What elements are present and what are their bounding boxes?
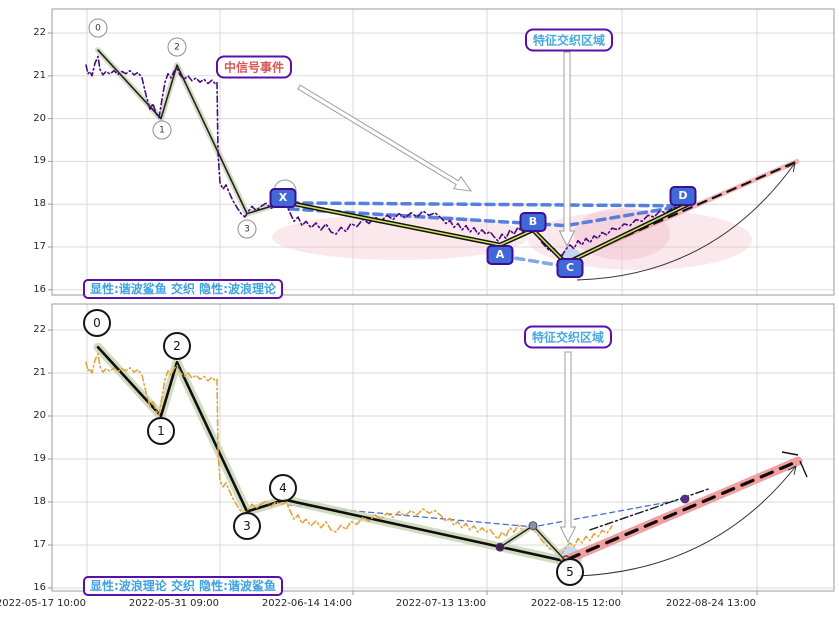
shark-marker-X: X xyxy=(269,188,297,208)
wave-marker-5-bottom: 5 xyxy=(556,558,584,586)
shark-marker-D: D xyxy=(669,186,697,206)
shark-marker-A: A xyxy=(486,245,514,265)
y-tick-label-top: 17 xyxy=(33,241,46,252)
wave-marker-3-bottom: 3 xyxy=(233,512,261,540)
shark-marker-B: B xyxy=(519,212,547,232)
caption-bottom-panel: 显性:波浪理论 交织 隐性:谐波鲨鱼 xyxy=(83,576,283,596)
x-tick-label: 2022-08-15 12:00 xyxy=(530,598,621,609)
x-tick-label: 2022-05-31 09:00 xyxy=(128,598,219,609)
x-tick-label: 2022-05-17 10:00 xyxy=(0,598,86,609)
wave-marker-0-bottom: 0 xyxy=(83,309,111,337)
y-tick-label-top: 16 xyxy=(33,283,46,295)
wave-marker-4-bottom: 4 xyxy=(269,474,297,502)
white-arrow xyxy=(559,351,577,544)
wave-marker-3-top: 3 xyxy=(237,219,257,239)
y-tick-label-top: 18 xyxy=(33,198,46,210)
y-tick-label-bottom: 19 xyxy=(33,453,46,464)
y-tick-label-top: 19 xyxy=(33,155,46,167)
y-tick-label-bottom: 18 xyxy=(33,496,46,507)
wave-marker-0-top: 0 xyxy=(88,18,108,38)
y-tick-label-bottom: 21 xyxy=(33,367,46,378)
y-tick-label-bottom: 16 xyxy=(33,582,46,593)
y-tick-label-bottom: 20 xyxy=(33,410,46,421)
white-arrow xyxy=(297,84,473,192)
wave-marker-2-bottom: 2 xyxy=(163,332,191,360)
annotation-feature-zone-bottom: 特征交织区域 xyxy=(523,325,613,349)
y-tick-label-top: 20 xyxy=(33,112,46,124)
wave-marker-1-bottom: 1 xyxy=(147,417,175,445)
caption-top-panel: 显性:谐波鲨鱼 交织 隐性:波浪理论 xyxy=(83,279,283,299)
x-tick-label: 2022-06-14 14:00 xyxy=(261,598,352,609)
shark-marker-C: C xyxy=(556,258,584,278)
y-tick-label-bottom: 22 xyxy=(33,324,46,335)
white-arrow xyxy=(558,51,576,248)
x-tick-label: 2022-07-13 13:00 xyxy=(395,598,486,609)
annotation-signal-event: 中信号事件 xyxy=(215,55,293,79)
wave-marker-2-top: 2 xyxy=(167,37,187,57)
y-tick-label-bottom: 17 xyxy=(33,539,46,550)
annotation-feature-zone-top: 特征交织区域 xyxy=(524,28,614,52)
y-tick-label-top: 22 xyxy=(33,27,46,38)
y-tick-label-top: 21 xyxy=(33,69,46,81)
x-tick-label: 2022-08-24 13:00 xyxy=(665,598,756,609)
wave-marker-1-top: 1 xyxy=(152,120,172,140)
